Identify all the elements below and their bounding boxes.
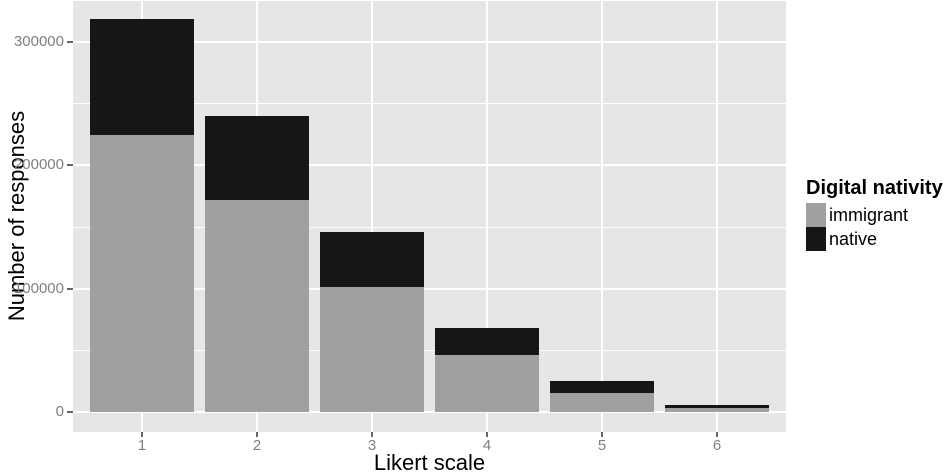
bar-segment-immigrant [320,287,424,412]
major-gridline [73,410,786,413]
x-tick-label: 2 [252,437,262,454]
x-tick-mark [256,432,258,437]
major-gridline [73,41,786,44]
bar-segment-immigrant [90,134,194,412]
legend: Digital nativity immigrant native [806,176,943,251]
bar-segment-native [435,327,539,356]
legend-item-immigrant: immigrant [806,203,943,227]
vertical-gridline [371,1,373,432]
legend-items: immigrant native [806,203,943,251]
legend-item-native: native [806,227,943,251]
legend-swatch-immigrant [806,203,826,227]
vertical-gridline [716,1,718,432]
vertical-gridline [486,1,488,432]
y-tick-mark [67,41,73,44]
y-tick-mark [67,287,73,290]
x-tick-mark [371,432,373,437]
y-tick-label: 200000 [13,156,64,174]
legend-label: native [829,229,878,249]
x-tick-label: 6 [712,437,722,454]
minor-gridline [73,226,786,228]
y-tick-label: 100000 [13,279,64,297]
y-tick-label: 0 [55,402,64,420]
bar-segment-native [550,380,654,394]
x-tick-mark [601,432,603,437]
legend-label: immigrant [829,205,909,225]
bar-segment-immigrant [550,393,654,412]
major-gridline [73,164,786,167]
major-gridline [73,287,786,290]
bar-segment-immigrant [665,408,769,412]
x-tick-label: 3 [367,437,377,454]
bar-segment-native [320,231,424,288]
y-tick-mark [67,410,73,413]
bar-segment-native [205,116,309,200]
plot-panel [73,1,786,432]
x-axis-title: Likert scale [373,450,486,475]
x-tick-mark [486,432,488,437]
bar-segment-immigrant [205,199,309,412]
y-tick-mark [67,164,73,167]
minor-gridline [73,349,786,351]
legend-swatch-native [806,227,826,251]
x-tick-label: 1 [137,437,147,454]
x-tick-label: 5 [597,437,607,454]
bar-segment-native [665,404,769,409]
y-tick-label: 300000 [13,33,64,51]
minor-gridline [73,103,786,105]
x-tick-mark [141,432,143,437]
bar-segment-immigrant [435,355,539,412]
bar-segment-native [90,18,194,135]
x-tick-mark [716,432,718,437]
x-tick-label: 4 [482,437,492,454]
legend-title: Digital nativity [806,177,943,199]
vertical-gridline [601,1,603,432]
